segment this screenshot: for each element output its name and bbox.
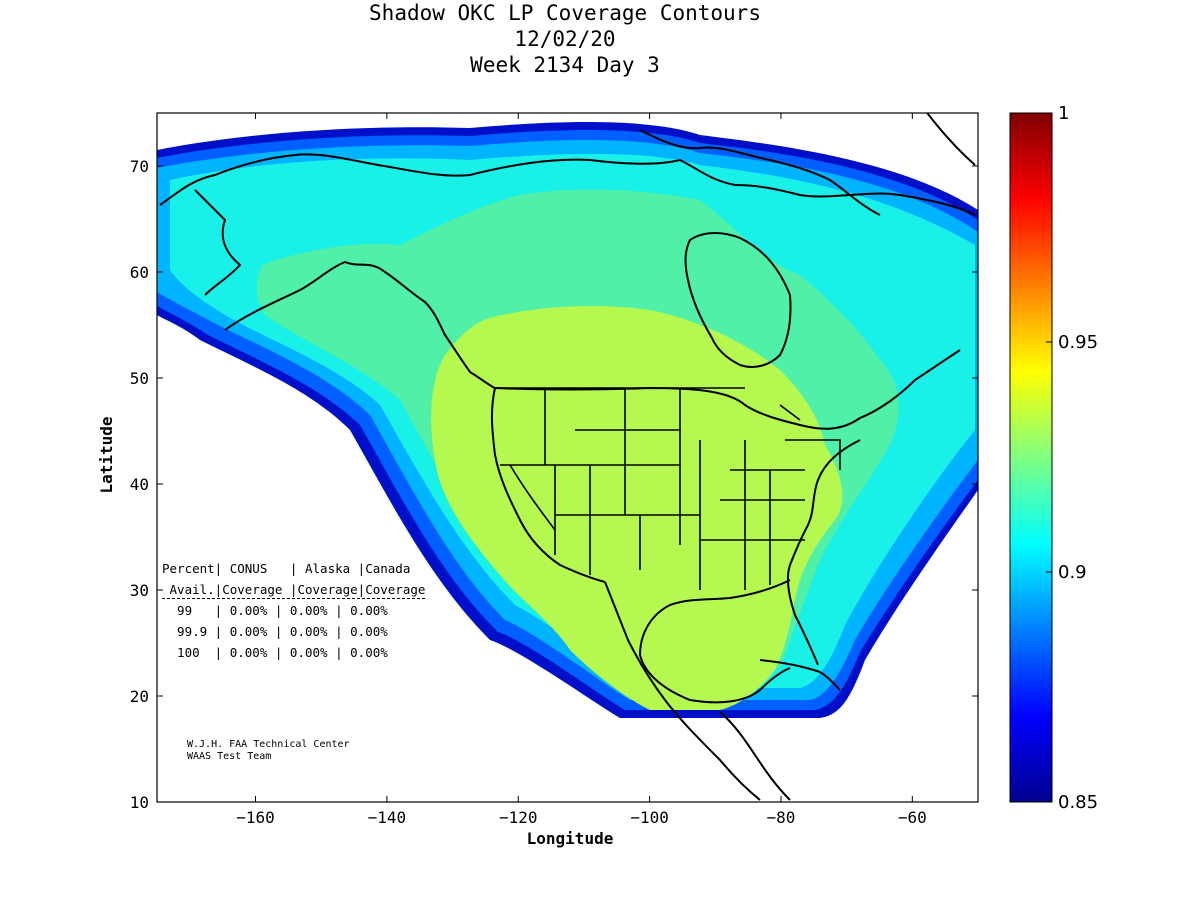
us-west-coast <box>490 387 606 583</box>
y-tick-label: 60 <box>130 263 149 282</box>
table-row: 99.9 | 0.00% | 0.00% | 0.00% <box>162 624 388 639</box>
coverage-contours <box>157 122 978 719</box>
chart-title: Shadow OKC LP Coverage Contours <box>369 1 761 25</box>
y-tick-label: 40 <box>130 475 149 494</box>
coastlines <box>159 113 976 801</box>
colorbar-label-max: 1 <box>1058 103 1070 124</box>
y-tick-label: 30 <box>130 581 149 600</box>
hudson-bay <box>684 232 792 368</box>
plot-frame <box>156 112 979 803</box>
chart-week-day: Week 2134 Day 3 <box>470 53 660 77</box>
x-tick-label: −160 <box>236 808 275 827</box>
y-tick-label: 10 <box>130 793 149 812</box>
chart-date: 12/02/20 <box>514 27 616 51</box>
table-header-2: Avail.|Coverage |Coverage|Coverage <box>162 582 426 599</box>
arctic-islands <box>639 129 881 216</box>
x-tick-label: −120 <box>499 808 538 827</box>
contour-band-yellowgreen <box>431 306 843 710</box>
x-tick-label: −60 <box>898 808 927 827</box>
cuba <box>759 659 841 691</box>
central-america <box>719 711 791 801</box>
y-tick-label: 50 <box>130 369 149 388</box>
x-axis-label: Longitude <box>527 829 614 848</box>
table-row: 100 | 0.00% | 0.00% | 0.00% <box>162 645 388 660</box>
us-state-borders <box>495 387 841 590</box>
credit-line-1: W.J.H. FAA Technical Center <box>187 739 350 750</box>
y-axis-label: Latitude <box>97 416 116 493</box>
x-tick-label: −80 <box>767 808 796 827</box>
colorbar-label-09: 0.9 <box>1058 562 1087 583</box>
gulf-coast <box>638 579 791 704</box>
colorbar-label-095: 0.95 <box>1058 332 1099 353</box>
x-tick-label: −140 <box>368 808 407 827</box>
y-tick-label: 20 <box>130 687 149 706</box>
mexico-west-coast <box>604 581 761 801</box>
colorbar-label-min: 0.85 <box>1058 792 1099 813</box>
us-east-coast <box>494 349 961 430</box>
x-axis: −160 −140 −120 −100 −80 −60 <box>236 113 927 827</box>
atlantic-coast <box>786 439 861 666</box>
credit-line-2: WAAS Test Team <box>187 751 272 762</box>
table-row: 99 | 0.00% | 0.00% | 0.00% <box>162 603 388 618</box>
table-header-1: Percent| CONUS | Alaska |Canada <box>162 561 411 576</box>
greenland <box>926 113 976 166</box>
alaska-canada-coast <box>159 153 976 216</box>
colorbar <box>1009 112 1053 803</box>
y-axis: 10 20 30 40 50 60 70 <box>130 157 978 812</box>
x-tick-label: −100 <box>630 808 669 827</box>
alaska-west-coast <box>194 189 242 296</box>
y-tick-label: 70 <box>130 157 149 176</box>
alaska-south-coast <box>224 260 496 389</box>
